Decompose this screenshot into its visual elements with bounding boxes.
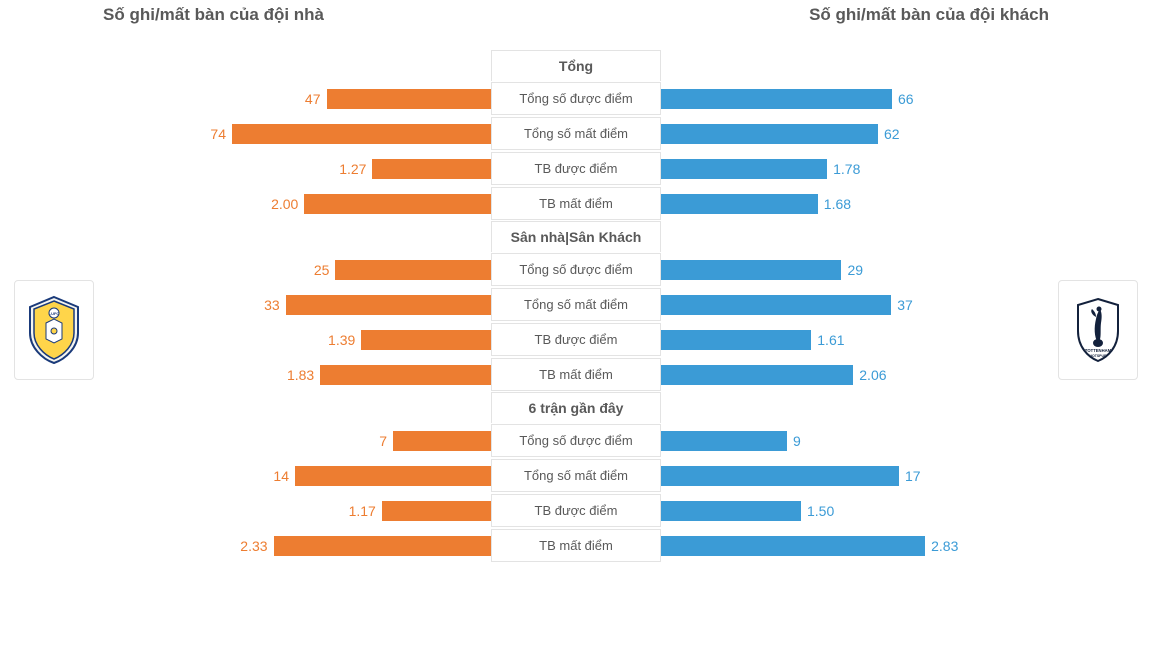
home-value: 74 (204, 126, 232, 142)
stat-label: Tổng số được điểm (491, 253, 661, 286)
away-value: 2.06 (853, 367, 892, 383)
away-team-logo: TOTTENHAM HOTSPUR (1058, 280, 1138, 380)
home-value: 1.83 (281, 367, 320, 383)
section-title: Tổng (491, 50, 661, 81)
stat-label: TB mất điểm (491, 358, 661, 391)
home-bar (295, 466, 491, 486)
home-value: 47 (299, 91, 327, 107)
stat-label: Tổng số được điểm (491, 424, 661, 457)
away-value: 37 (891, 297, 919, 313)
away-value: 1.61 (811, 332, 850, 348)
stat-label: TB mất điểm (491, 187, 661, 220)
away-value: 9 (787, 433, 807, 449)
away-bar (661, 159, 827, 179)
stat-label: TB được điểm (491, 152, 661, 185)
away-bar (661, 194, 818, 214)
stat-row: 7 Tổng số được điểm 9 (120, 423, 1032, 458)
stat-row: 2.33 TB mất điểm 2.83 (120, 528, 1032, 563)
home-bar (382, 501, 491, 521)
svg-text:HOTSPUR: HOTSPUR (1089, 354, 1107, 358)
home-value: 25 (308, 262, 336, 278)
stat-row: 1.83 TB mất điểm 2.06 (120, 357, 1032, 392)
stat-row: 33 Tổng số mất điểm 37 (120, 287, 1032, 322)
away-value: 29 (841, 262, 869, 278)
away-value: 2.83 (925, 538, 964, 554)
home-team-logo: LUFC (14, 280, 94, 380)
stat-row: 74 Tổng số mất điểm 62 (120, 116, 1032, 151)
stat-label: TB được điểm (491, 323, 661, 356)
home-bar (304, 194, 491, 214)
away-bar (661, 124, 878, 144)
away-bar (661, 365, 853, 385)
section-title: 6 trận gần đây (491, 392, 661, 423)
section-title: Sân nhà|Sân Khách (491, 221, 661, 252)
away-bar (661, 330, 811, 350)
away-bar (661, 536, 925, 556)
home-bar (327, 89, 492, 109)
away-value: 1.50 (801, 503, 840, 519)
stat-row: 47 Tổng số được điểm 66 (120, 81, 1032, 116)
home-value: 14 (267, 468, 295, 484)
home-bar (232, 124, 491, 144)
away-bar (661, 89, 892, 109)
svg-text:LUFC: LUFC (49, 311, 60, 316)
home-value: 1.17 (343, 503, 382, 519)
away-value: 1.78 (827, 161, 866, 177)
home-value: 1.39 (322, 332, 361, 348)
home-bar (393, 431, 491, 451)
away-value: 66 (892, 91, 920, 107)
stat-row: 14 Tổng số mất điểm 17 (120, 458, 1032, 493)
stat-row: 1.27 TB được điểm 1.78 (120, 151, 1032, 186)
home-bar (286, 295, 491, 315)
away-bar (661, 295, 891, 315)
stat-section: 6 trận gần đây 7 Tổng số được điểm 9 14 Tổng … (120, 392, 1032, 563)
home-bar (274, 536, 491, 556)
home-header: Số ghi/mất bàn của đội nhà (103, 5, 324, 25)
svg-text:TOTTENHAM: TOTTENHAM (1085, 348, 1112, 353)
stat-label: Tổng số mất điểm (491, 117, 661, 150)
away-bar (661, 260, 841, 280)
home-bar (335, 260, 491, 280)
comparison-chart: Tổng 47 Tổng số được điểm 66 74 Tổng số mất đ… (120, 50, 1032, 563)
home-value: 33 (258, 297, 286, 313)
stat-label: TB mất điểm (491, 529, 661, 562)
home-value: 2.33 (234, 538, 273, 554)
stat-row: 1.17 TB được điểm 1.50 (120, 493, 1032, 528)
home-value: 1.27 (333, 161, 372, 177)
away-value: 17 (899, 468, 927, 484)
stat-section: Sân nhà|Sân Khách 25 Tổng số được điểm 29 33… (120, 221, 1032, 392)
stat-section: Tổng 47 Tổng số được điểm 66 74 Tổng số mất đ… (120, 50, 1032, 221)
stat-row: 2.00 TB mất điểm 1.68 (120, 186, 1032, 221)
stat-row: 25 Tổng số được điểm 29 (120, 252, 1032, 287)
home-bar (320, 365, 491, 385)
away-value: 1.68 (818, 196, 857, 212)
stat-label: Tổng số mất điểm (491, 288, 661, 321)
away-header: Số ghi/mất bàn của đội khách (809, 5, 1049, 25)
home-bar (372, 159, 491, 179)
away-value: 62 (878, 126, 906, 142)
home-value: 7 (373, 433, 393, 449)
away-bar (661, 466, 899, 486)
stat-label: Tổng số được điểm (491, 82, 661, 115)
away-bar (661, 431, 787, 451)
stat-label: Tổng số mất điểm (491, 459, 661, 492)
away-bar (661, 501, 801, 521)
stat-label: TB được điểm (491, 494, 661, 527)
stat-row: 1.39 TB được điểm 1.61 (120, 322, 1032, 357)
home-value: 2.00 (265, 196, 304, 212)
home-bar (361, 330, 491, 350)
